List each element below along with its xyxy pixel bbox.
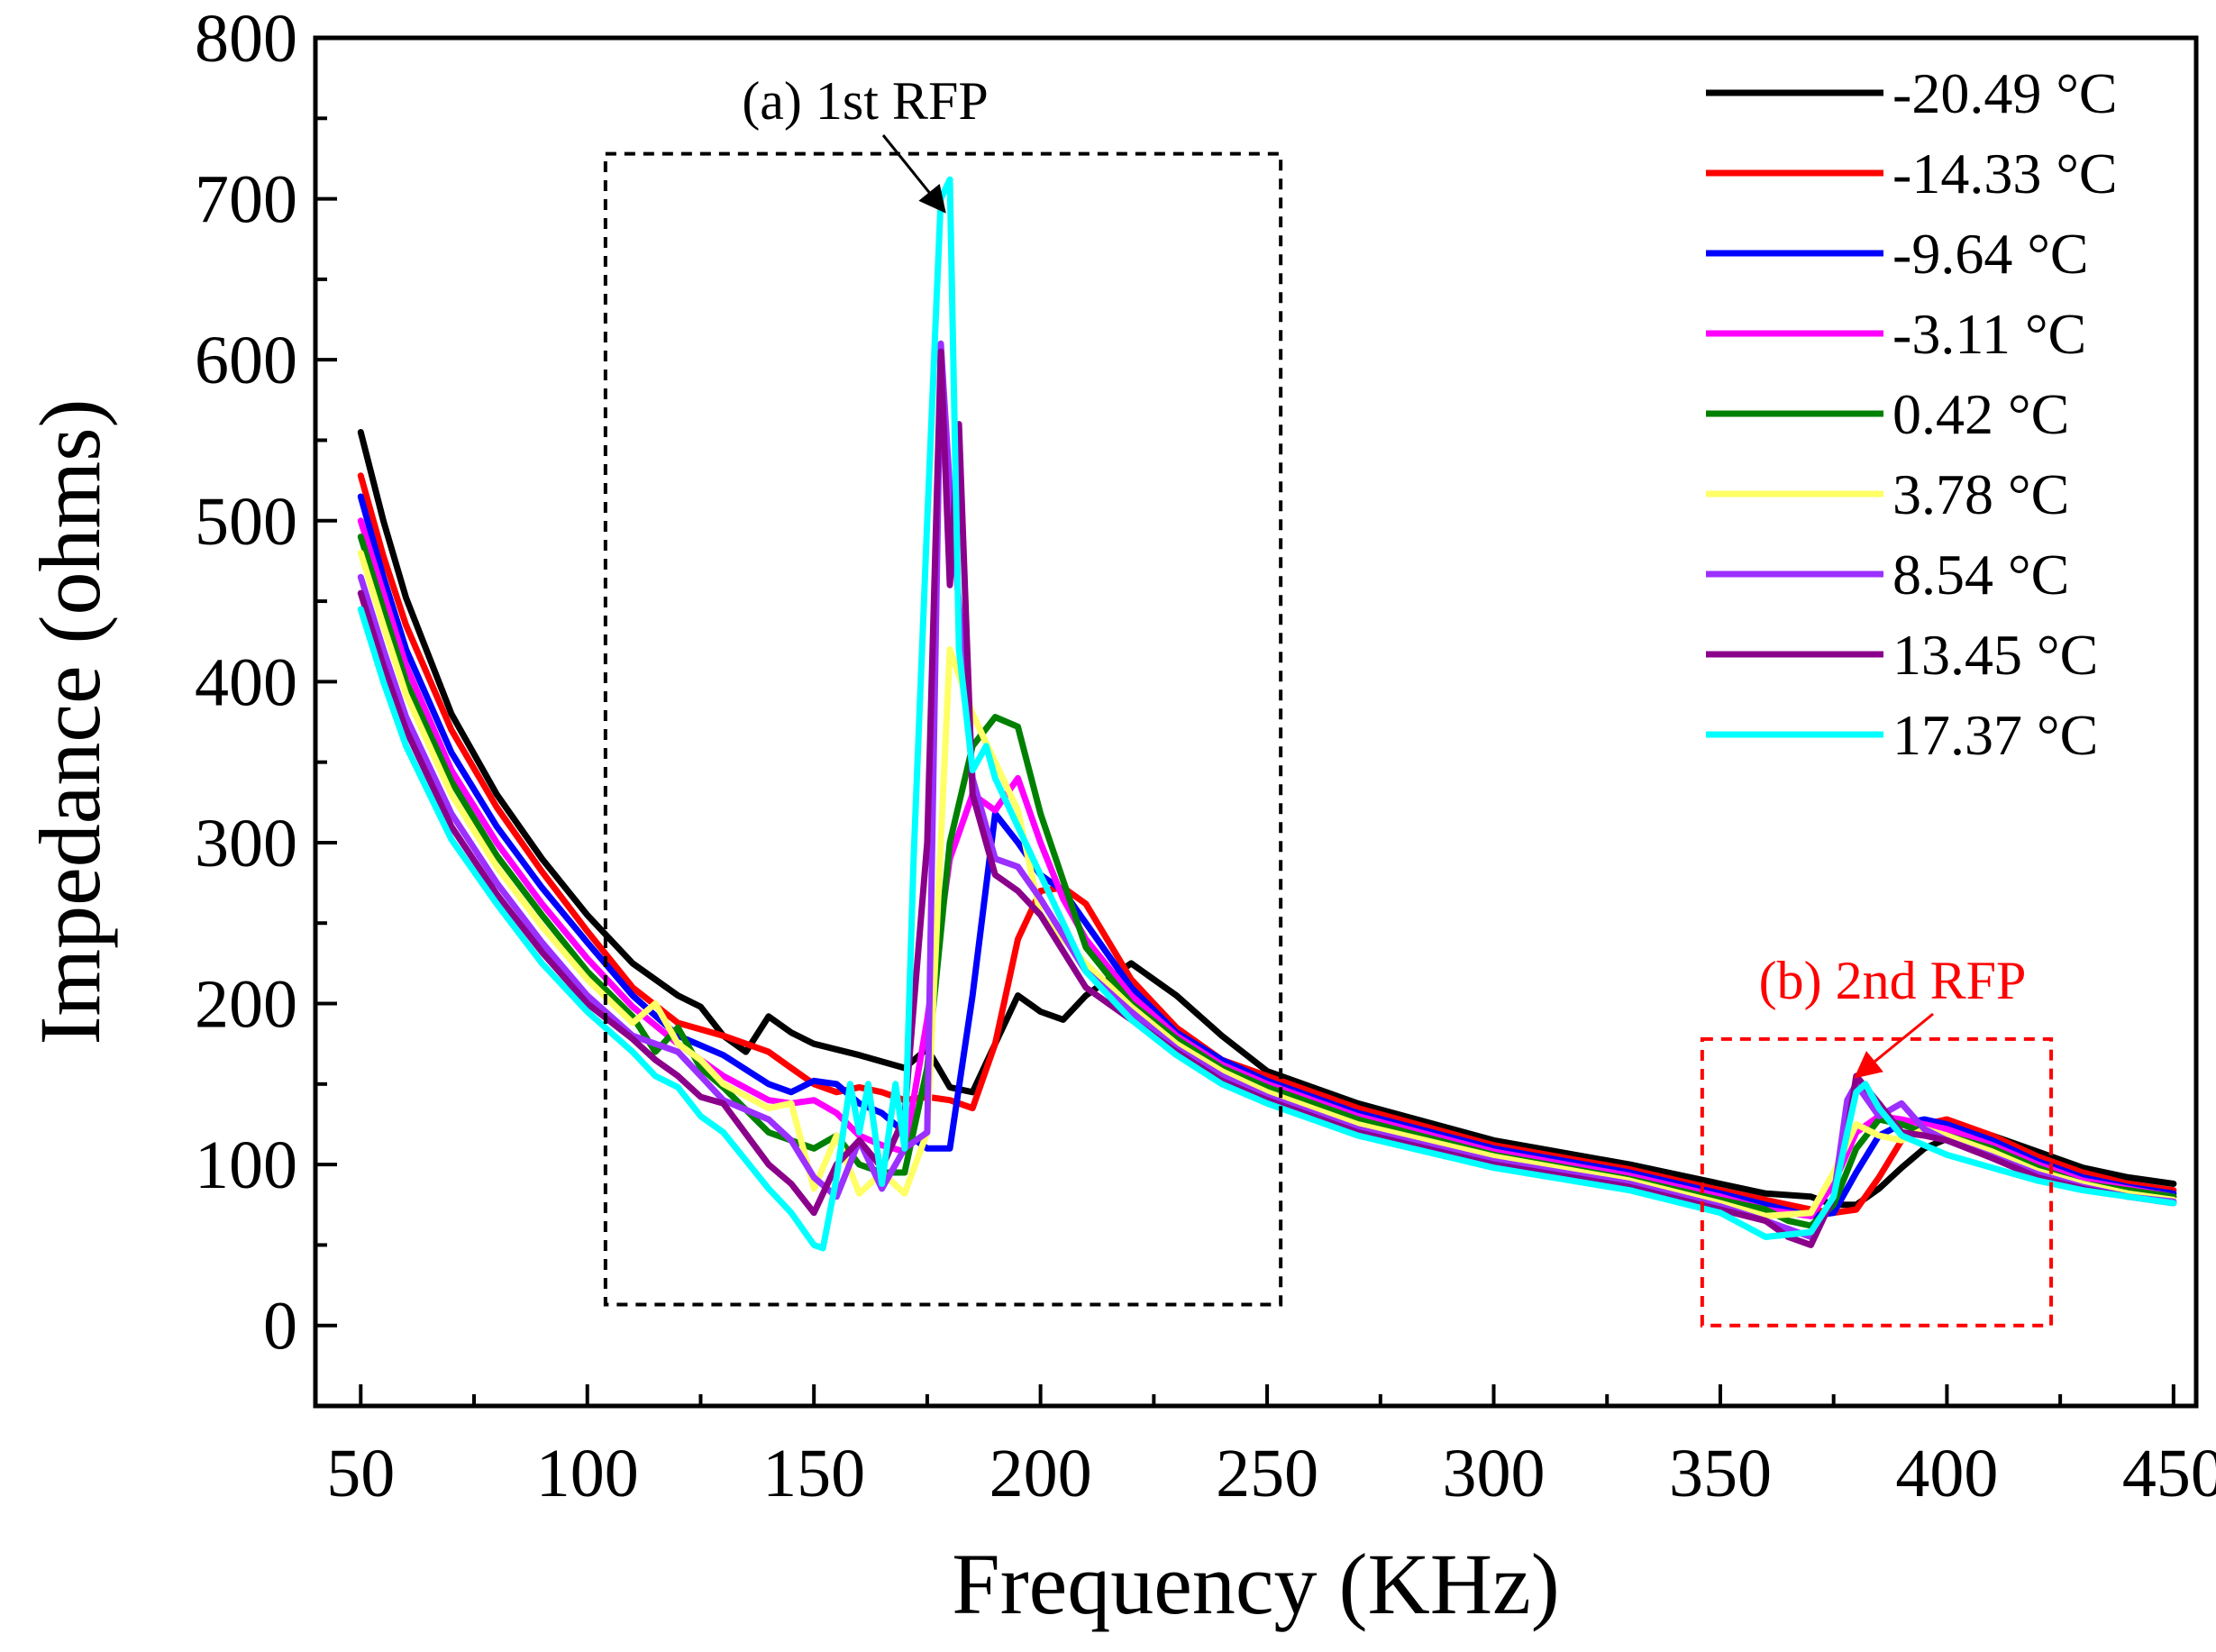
- series-line: [357, 550, 2177, 1219]
- series-lines: [357, 176, 2177, 1252]
- legend: -20.49 °C -14.33 °C -9.64 °C -3.11 °C 0.42 °…: [1706, 61, 2118, 767]
- x-tick-label: 100: [536, 1436, 639, 1511]
- y-tick-labels: 0 100 200 300 400 500 600 700 800: [195, 1, 297, 1364]
- x-tick-label: 400: [1895, 1436, 1998, 1511]
- annotation-label: (a) 1st RFP: [742, 71, 988, 131]
- x-tick-label: 250: [1216, 1436, 1318, 1511]
- plot-frame: [313, 35, 2199, 1409]
- x-tick-label: 50: [326, 1436, 395, 1511]
- annotation-arrow: [881, 134, 946, 214]
- legend-label: -3.11 °C: [1892, 302, 2086, 366]
- y-tick-label: 600: [195, 323, 297, 398]
- series-line: [357, 493, 2177, 1219]
- legend-label: -20.49 °C: [1892, 61, 2118, 125]
- annotation-box: [603, 151, 1283, 1307]
- legend-label: 0.42 °C: [1892, 382, 2069, 446]
- legend-label: 3.78 °C: [1892, 462, 2069, 526]
- x-tick-label: 350: [1669, 1436, 1772, 1511]
- series-line: [357, 429, 2177, 1209]
- y-tick-label: 700: [195, 162, 297, 238]
- series-line: [357, 176, 2177, 1252]
- y-tick-label: 500: [195, 484, 297, 560]
- y-axis-title: Impedance (ohms): [22, 398, 118, 1045]
- legend-label: -14.33 °C: [1892, 141, 2118, 205]
- x-tick-label: 200: [989, 1436, 1092, 1511]
- annotation-label: (b) 2nd RFP: [1759, 951, 2027, 1010]
- x-tick-label: 450: [2122, 1436, 2216, 1511]
- x-axis-title: Frequency (KHz): [952, 1536, 1559, 1632]
- x-tick-labels: 50 100 150 200 250 300 350 400 450: [326, 1436, 2216, 1511]
- y-tick-label: 0: [263, 1289, 297, 1364]
- x-tick-label: 300: [1443, 1436, 1546, 1511]
- annotations: (a) 1st RFP (b) 2nd RFP: [603, 71, 2054, 1328]
- y-tick-label: 100: [195, 1127, 297, 1203]
- annotation-arrow: [1854, 1012, 1934, 1079]
- legend-label: 13.45 °C: [1892, 623, 2098, 687]
- legend-label: 17.37 °C: [1892, 703, 2098, 767]
- y-tick-label: 800: [195, 1, 297, 77]
- legend-label: 8.54 °C: [1892, 543, 2069, 607]
- y-tick-label: 400: [195, 644, 297, 720]
- annotation-box: [1700, 1036, 2054, 1328]
- y-tick-label: 300: [195, 806, 297, 881]
- x-tick-label: 150: [762, 1436, 865, 1511]
- legend-label: -9.64 °C: [1892, 222, 2089, 286]
- y-tick-label: 200: [195, 967, 297, 1043]
